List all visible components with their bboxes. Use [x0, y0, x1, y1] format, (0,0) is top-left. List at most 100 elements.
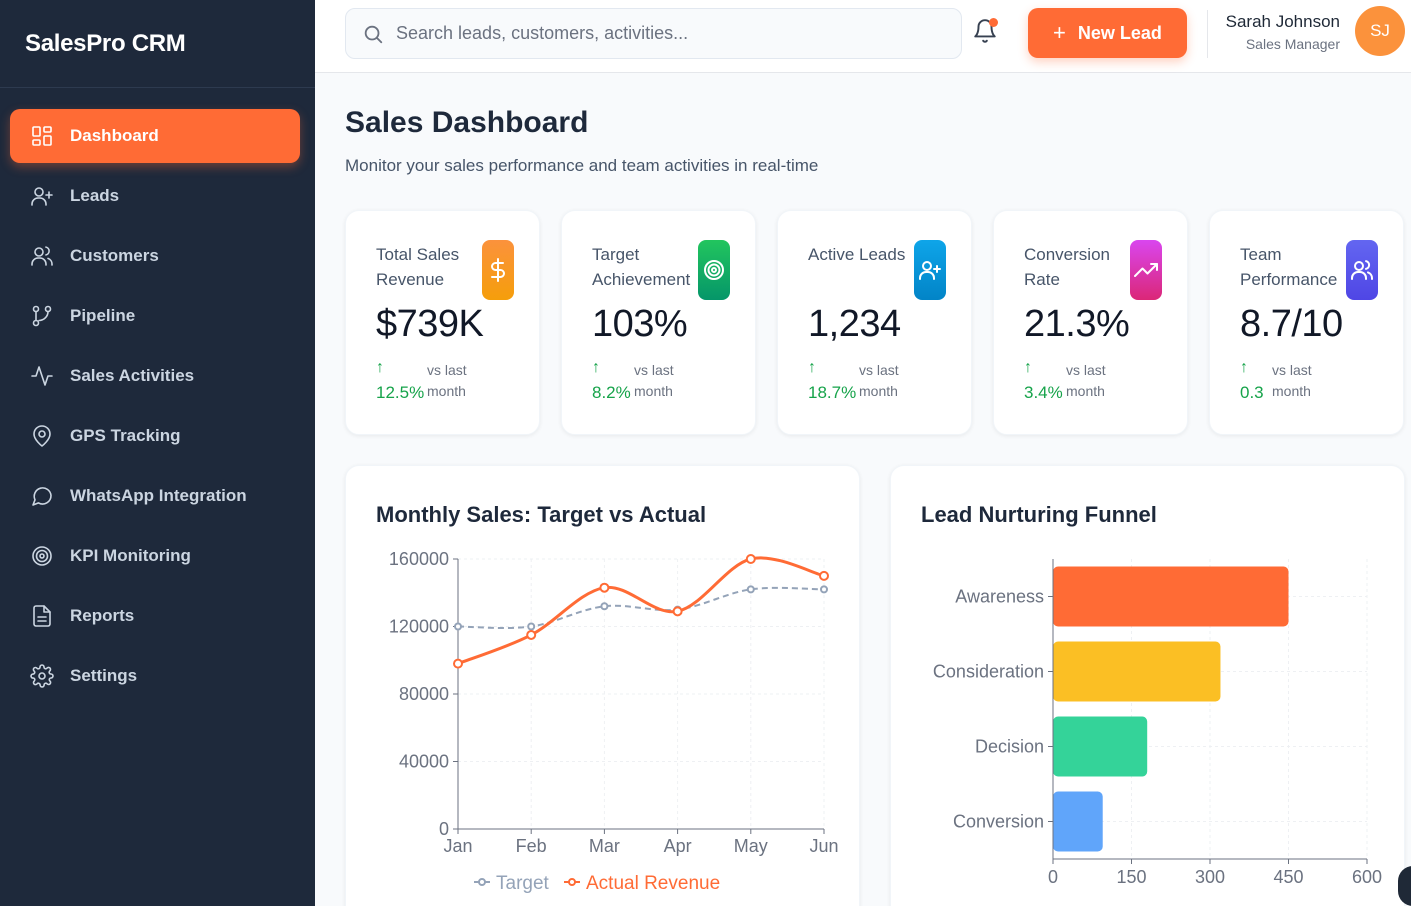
sidebar-item-label: WhatsApp Integration	[70, 486, 247, 505]
chat-bubble-icon	[30, 484, 54, 508]
app-logo[interactable]: SalesPro CRM	[0, 0, 315, 88]
data-point	[599, 582, 610, 593]
kpi-value: 103%	[592, 303, 688, 345]
git-branch-icon	[30, 304, 54, 328]
data-point	[672, 606, 683, 617]
kpi-card[interactable]: Team Performance 8.7/10 ↑ 0.3 vs last month	[1209, 210, 1404, 435]
x-tick-label: May	[734, 836, 768, 856]
dollar-icon	[482, 240, 514, 300]
user-plus-icon	[914, 240, 946, 300]
sidebar-item-gps-tracking[interactable]: GPS Tracking	[10, 409, 300, 463]
y-tick-label: 120000	[389, 617, 449, 637]
y-tick-label: Decision	[975, 737, 1044, 757]
x-tick-label: 0	[1048, 867, 1058, 887]
sidebar-item-kpi-monitoring[interactable]: KPI Monitoring	[10, 529, 300, 583]
y-tick-label: 160000	[389, 549, 449, 569]
target-icon	[698, 240, 730, 300]
x-tick-label: 450	[1273, 867, 1303, 887]
sidebar-item-label: Reports	[70, 606, 135, 625]
sidebar-item-whatsapp-integration[interactable]: WhatsApp Integration	[10, 469, 300, 523]
avatar[interactable]: SJ	[1355, 6, 1405, 56]
funnel-bar-consideration	[1053, 641, 1221, 702]
data-point	[820, 585, 828, 594]
top-header: + New Lead Sarah Johnson Sales Manager S…	[315, 0, 1411, 73]
x-tick-label: 300	[1195, 867, 1225, 887]
kpi-compare: vs last month	[1272, 362, 1312, 399]
sidebar-item-label: Customers	[70, 246, 159, 265]
legend-marker	[478, 878, 486, 886]
sidebar-item-label: GPS Tracking	[70, 426, 181, 445]
kpi-card[interactable]: Total Sales Revenue $739K ↑ 12.5% vs last mo…	[345, 210, 540, 435]
funnel-bar-decision	[1053, 716, 1148, 777]
sidebar-nav: Dashboard Leads Customers Pipeline Sales Act…	[0, 88, 315, 703]
sidebar-item-customers[interactable]: Customers	[10, 229, 300, 283]
funnel-bar-awareness	[1053, 566, 1289, 627]
notifications-button[interactable]	[972, 18, 1002, 48]
kpi-value: 21.3%	[1024, 303, 1130, 345]
monthly-sales-chart: 0 40000 80000 120000 160000 Jan Feb Mar Apr May Ju…	[389, 549, 839, 894]
sidebar: SalesPro CRM Dashboard Leads Customers Pipe…	[0, 0, 315, 906]
data-point	[526, 629, 537, 640]
legend-marker	[568, 878, 576, 886]
data-point	[527, 622, 536, 631]
x-tick-label: 600	[1352, 867, 1382, 887]
sidebar-item-label: KPI Monitoring	[70, 546, 191, 565]
sidebar-item-label: Pipeline	[70, 306, 136, 325]
kpi-compare: vs last month	[1066, 362, 1106, 399]
y-tick-label: 40000	[399, 752, 449, 772]
kpi-compare: vs last month	[859, 362, 899, 399]
notification-dot	[989, 18, 998, 27]
bell-icon	[974, 19, 996, 43]
kpi-value: 1,234	[808, 303, 901, 345]
activity-icon	[30, 364, 54, 388]
data-point	[453, 658, 463, 669]
kpi-change: 12.5%	[376, 383, 425, 402]
kpi-label: Target Achievement	[592, 245, 691, 289]
sidebar-item-settings[interactable]: Settings	[10, 649, 300, 703]
gear-icon	[30, 664, 54, 688]
monthly-sales-chart-card: 0 40000 80000 120000 160000 Jan Feb Mar Apr May Ju…	[345, 465, 860, 906]
kpi-card[interactable]: Target Achievement 103% ↑ 8.2% vs last month	[561, 210, 756, 435]
sidebar-item-sales-activities[interactable]: Sales Activities	[10, 349, 300, 403]
kpi-label: Conversion Rate	[1024, 245, 1110, 289]
kpi-card[interactable]: Active Leads 1,234 ↑ 18.7% vs last month	[777, 210, 972, 435]
sidebar-item-label: Dashboard	[70, 126, 159, 145]
y-tick-label: Awareness	[955, 587, 1044, 607]
map-pin-icon	[30, 424, 54, 448]
search-input[interactable]	[396, 23, 936, 44]
kpi-change: 18.7%	[808, 383, 857, 402]
sidebar-item-label: Leads	[70, 186, 120, 205]
series-line-target	[457, 586, 825, 629]
x-tick-label: Mar	[589, 836, 620, 856]
arrow-up-icon: ↑	[1240, 359, 1248, 376]
trending-up-icon	[1130, 240, 1162, 300]
sidebar-item-dashboard[interactable]: Dashboard	[10, 109, 300, 163]
kpi-change: 8.2%	[592, 383, 631, 402]
lead-funnel-chart: 0 150 300 450 600 Awareness Consideration Decis…	[933, 559, 1382, 887]
user-role: Sales Manager	[1245, 36, 1340, 52]
user-info[interactable]: Sarah Johnson Sales Manager	[1220, 12, 1340, 52]
kpi-card[interactable]: Conversion Rate 21.3% ↑ 3.4% vs last month	[993, 210, 1188, 435]
lead-funnel-chart-card: 0 150 300 450 600 Awareness Consideration Decis…	[890, 465, 1405, 906]
x-tick-label: Apr	[664, 836, 692, 856]
legend-label: Target	[496, 873, 550, 894]
sidebar-item-pipeline[interactable]: Pipeline	[10, 289, 300, 343]
series-line-actual-revenue	[457, 556, 825, 666]
target-icon	[30, 544, 54, 568]
sidebar-item-reports[interactable]: Reports	[10, 589, 300, 643]
arrow-up-icon: ↑	[808, 359, 816, 376]
y-tick-label: 0	[439, 819, 449, 839]
sidebar-item-leads[interactable]: Leads	[10, 169, 300, 223]
users-icon	[30, 244, 54, 268]
arrow-up-icon: ↑	[376, 359, 384, 376]
x-tick-label: Feb	[516, 836, 547, 856]
new-lead-button[interactable]: + New Lead	[1028, 8, 1187, 58]
funnel-bar-conversion	[1053, 791, 1103, 852]
y-tick-label: Consideration	[933, 662, 1044, 682]
document-icon	[30, 604, 54, 628]
search-bar[interactable]	[345, 8, 962, 59]
lead-funnel-chart-title: Lead Nurturing Funnel	[921, 502, 1157, 527]
users-icon	[1346, 240, 1378, 300]
floating-action-handle[interactable]	[1398, 866, 1411, 906]
header-divider	[1207, 10, 1208, 58]
